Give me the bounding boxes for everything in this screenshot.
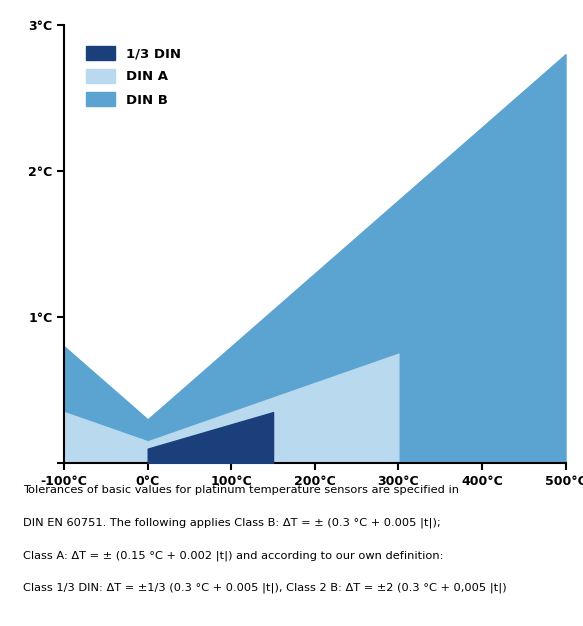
Legend: 1/3 DIN, DIN A, DIN B: 1/3 DIN, DIN A, DIN B xyxy=(81,41,186,112)
Text: DIN EN 60751. The following applies Class B: ΔT = ± (0.3 °C + 0.005 |t|);: DIN EN 60751. The following applies Clas… xyxy=(23,518,441,528)
Text: Tolerances of basic values for platinum temperature sensors are specified in: Tolerances of basic values for platinum … xyxy=(23,485,459,495)
Text: Class A: ΔT = ± (0.15 °C + 0.002 |t|) and according to our own definition:: Class A: ΔT = ± (0.15 °C + 0.002 |t|) an… xyxy=(23,550,444,561)
Text: Class 1/3 DIN: ΔT = ±1/3 (0.3 °C + 0.005 |t|), Class 2 B: ΔT = ±2 (0.3 °C + 0,00: Class 1/3 DIN: ΔT = ±1/3 (0.3 °C + 0.005… xyxy=(23,583,507,593)
